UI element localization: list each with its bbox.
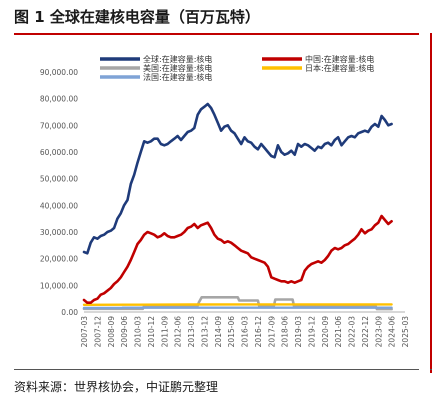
x-tick-label: 2022-03	[348, 316, 357, 348]
x-tick-label: 2009-06	[120, 316, 129, 348]
y-tick-label: 60,000.00	[40, 148, 78, 157]
x-tick-label: 2023-09	[374, 316, 383, 348]
x-tick-label: 2013-12	[200, 316, 209, 348]
x-tick-label: 2022-12	[361, 316, 370, 348]
x-axis-ticks: 2007-03 2007-12 2008-09 2009-06 2010-03 2010-…	[80, 316, 410, 348]
x-tick-label: 2019-03	[294, 316, 303, 348]
y-tick-label: 50,000.00	[40, 175, 78, 184]
y-tick-label: 0.00	[61, 308, 78, 317]
x-tick-label: 2014-09	[214, 316, 223, 348]
x-tick-label: 2010-12	[147, 316, 156, 348]
bottom-rule-right	[430, 369, 432, 370]
x-tick-label: 2015-06	[227, 316, 236, 348]
legend-label: 法国:在建容量:核电	[143, 72, 212, 82]
legend-label: 美国:在建容量:核电	[143, 63, 212, 73]
x-tick-label: 2018-06	[281, 316, 290, 348]
series-line-0	[82, 102, 393, 255]
figure-title: 图 1 全球在建核电容量（百万瓦特）	[14, 8, 260, 26]
x-tick-label: 2008-09	[107, 316, 116, 348]
bottom-rule	[14, 369, 419, 370]
x-tick-label: 2013-03	[187, 316, 196, 348]
x-tick-label: 2020-09	[321, 316, 330, 348]
x-tick-label: 2010-03	[134, 316, 143, 348]
x-tick-label: 2025-03	[401, 316, 410, 348]
x-tick-label: 2024-06	[388, 316, 397, 348]
legend-label: 日本:在建容量:核电	[305, 63, 374, 73]
x-tick-label: 2007-03	[80, 316, 89, 348]
y-tick-label: 30,000.00	[40, 228, 78, 237]
y-axis-ticks: 0.00 10,000.00 20,000.00 30,000.00 40,000.00…	[40, 68, 78, 317]
x-tick-label: 2012-06	[174, 316, 183, 348]
source-note: 资料来源：世界核协会，中证鹏元整理	[14, 380, 219, 394]
x-tick-label: 2016-12	[254, 316, 263, 348]
y-tick-label: 40,000.00	[40, 201, 78, 210]
x-tick-label: 2007-12	[93, 316, 102, 348]
right-border	[430, 33, 432, 373]
y-tick-label: 70,000.00	[40, 121, 78, 130]
chart-series	[82, 102, 393, 311]
x-tick-label: 2016-03	[241, 316, 250, 348]
x-tick-label: 2011-09	[160, 316, 169, 348]
x-tick-label: 2021-06	[334, 316, 343, 348]
y-tick-label: 90,000.00	[40, 68, 78, 77]
x-tick-label: 2017-09	[267, 316, 276, 348]
legend-label: 中国:在建容量:核电	[305, 54, 374, 64]
y-tick-label: 10,000.00	[40, 281, 78, 290]
x-tick-label: 2019-12	[307, 316, 316, 348]
title-rule	[14, 33, 419, 35]
legend-label: 全球:在建容量:核电	[143, 54, 212, 64]
y-tick-label: 20,000.00	[40, 255, 78, 264]
y-tick-label: 80,000.00	[40, 95, 78, 104]
series-line-1	[82, 214, 393, 304]
